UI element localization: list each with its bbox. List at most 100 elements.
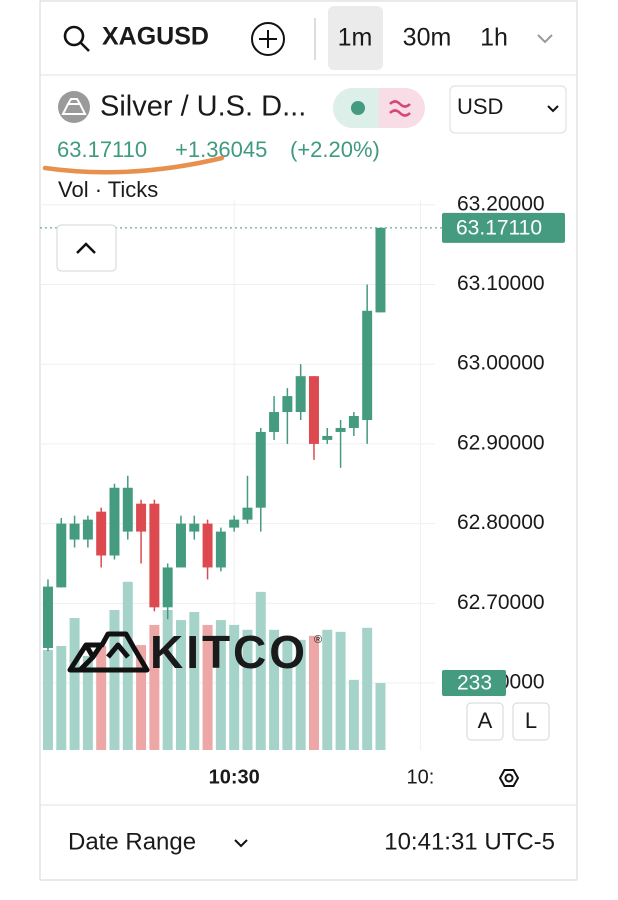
- x-tick-label: 10:: [406, 766, 434, 788]
- volume-bar: [149, 624, 160, 750]
- interval-selected: [328, 6, 383, 70]
- toggle-dot: [351, 101, 365, 115]
- clock: 10:41:31 UTC-5: [384, 828, 555, 855]
- candle-body: [229, 519, 240, 528]
- candle-body: [82, 519, 93, 540]
- volume-tag-label: 233: [457, 672, 492, 695]
- y-tick-label: 63.00000: [457, 352, 545, 375]
- currency-chevron: [547, 105, 559, 113]
- annotation-stroke: [42, 155, 225, 175]
- interval[interactable]: 1h: [480, 24, 508, 52]
- interval[interactable]: 30m: [403, 24, 452, 52]
- candle-body: [109, 487, 120, 556]
- candle-body: [175, 523, 186, 568]
- candle-body: [269, 412, 280, 432]
- logo-mark: [67, 631, 150, 673]
- volume-bar: [229, 624, 240, 750]
- candle-body: [136, 503, 147, 532]
- price-change-percent: (+2.20%): [290, 137, 380, 162]
- volume-bar: [42, 649, 53, 750]
- auto-scale-label: A: [478, 708, 493, 733]
- candle-body: [149, 503, 160, 608]
- volume-bar: [308, 635, 319, 750]
- x-tick-label: 10:30: [209, 766, 260, 788]
- volume-tag: [442, 670, 506, 697]
- candle-body: [189, 523, 200, 532]
- volume-bar: [69, 618, 80, 750]
- volume-bar: [162, 609, 173, 750]
- volume-bar: [375, 683, 386, 750]
- y-tick-label: 62.80000: [457, 511, 545, 534]
- symbol[interactable]: XAGUSD: [102, 23, 209, 51]
- logo: KITCO ®: [67, 626, 322, 678]
- candle-body: [322, 435, 333, 440]
- candle-body: [362, 310, 373, 420]
- search-icon[interactable]: [63, 25, 85, 47]
- candle-body: [375, 227, 386, 313]
- collapse-button[interactable]: [56, 224, 117, 272]
- candle-body: [202, 523, 213, 568]
- candle-body: [96, 511, 107, 556]
- candle-body: [295, 376, 306, 413]
- volume-bar: [136, 645, 147, 750]
- y-tick-label: 63.20000: [457, 192, 545, 215]
- volume-bar: [335, 631, 346, 750]
- volume-bar: [122, 581, 133, 750]
- y-tick-label: 63.10000: [457, 272, 545, 295]
- candle-body: [282, 396, 293, 413]
- instrument-name: Silver / U.S. D...: [100, 91, 306, 123]
- interval-dropdown[interactable]: [537, 34, 553, 44]
- settings-icon-center: [504, 773, 514, 783]
- toggle-wave: [389, 100, 411, 117]
- settings-icon[interactable]: [498, 769, 520, 787]
- auto-scale-button[interactable]: [466, 702, 504, 741]
- volume-bar: [96, 645, 107, 750]
- y-tick-label: 62.90000: [457, 431, 545, 454]
- log-scale-button[interactable]: [512, 702, 550, 741]
- collapse-icon: [76, 242, 96, 254]
- currency-select[interactable]: [449, 85, 567, 134]
- volume-bar: [109, 609, 120, 750]
- logo-text: KITCO: [150, 626, 305, 678]
- date-range[interactable]: Date Range: [68, 828, 196, 855]
- add-button[interactable]: [251, 22, 285, 56]
- volume-bar: [282, 637, 293, 750]
- volume-bar: [348, 679, 359, 750]
- candle-body: [308, 376, 319, 444]
- candle-body: [56, 523, 67, 588]
- indicator-label: Vol · Ticks: [58, 177, 158, 202]
- volume-bar: [56, 645, 67, 750]
- volume-bar: [175, 620, 186, 750]
- silver-icon: [58, 91, 90, 123]
- silver-icon-bars: [61, 98, 87, 115]
- volume-bar: [362, 627, 373, 750]
- log-scale-label: L: [525, 708, 537, 733]
- volume-bar: [322, 629, 333, 750]
- last-price: 63.17110: [57, 137, 147, 162]
- candle-body: [348, 416, 359, 428]
- candle-body: [215, 531, 226, 568]
- volume-bar: [215, 620, 226, 750]
- y-tick-label: 62.70000: [457, 591, 545, 614]
- plot: 63.20000 63.10000 63.00000 62.90000 62.80000…: [40, 192, 565, 788]
- volume-bar: [82, 655, 93, 750]
- candle-body: [69, 523, 80, 540]
- volume-bar: [242, 629, 253, 750]
- volume-bar: [269, 629, 280, 750]
- date-range-chevron: [234, 839, 248, 848]
- volume-bar: [295, 639, 306, 750]
- volume-bar: [189, 611, 200, 750]
- candle-body: [255, 431, 266, 508]
- candle-body: [122, 487, 133, 532]
- interval[interactable]: 1m: [338, 24, 373, 52]
- volume-bar: [202, 624, 213, 750]
- add-icon: [259, 30, 277, 48]
- candle-body: [242, 507, 253, 520]
- volume-bar: [255, 591, 266, 750]
- candle-body: [162, 567, 173, 608]
- logo-registered: ®: [314, 634, 322, 646]
- last-price-tag-label: 63.17110: [456, 216, 542, 239]
- last-price-tag: [442, 212, 565, 243]
- currency: USD: [457, 94, 503, 119]
